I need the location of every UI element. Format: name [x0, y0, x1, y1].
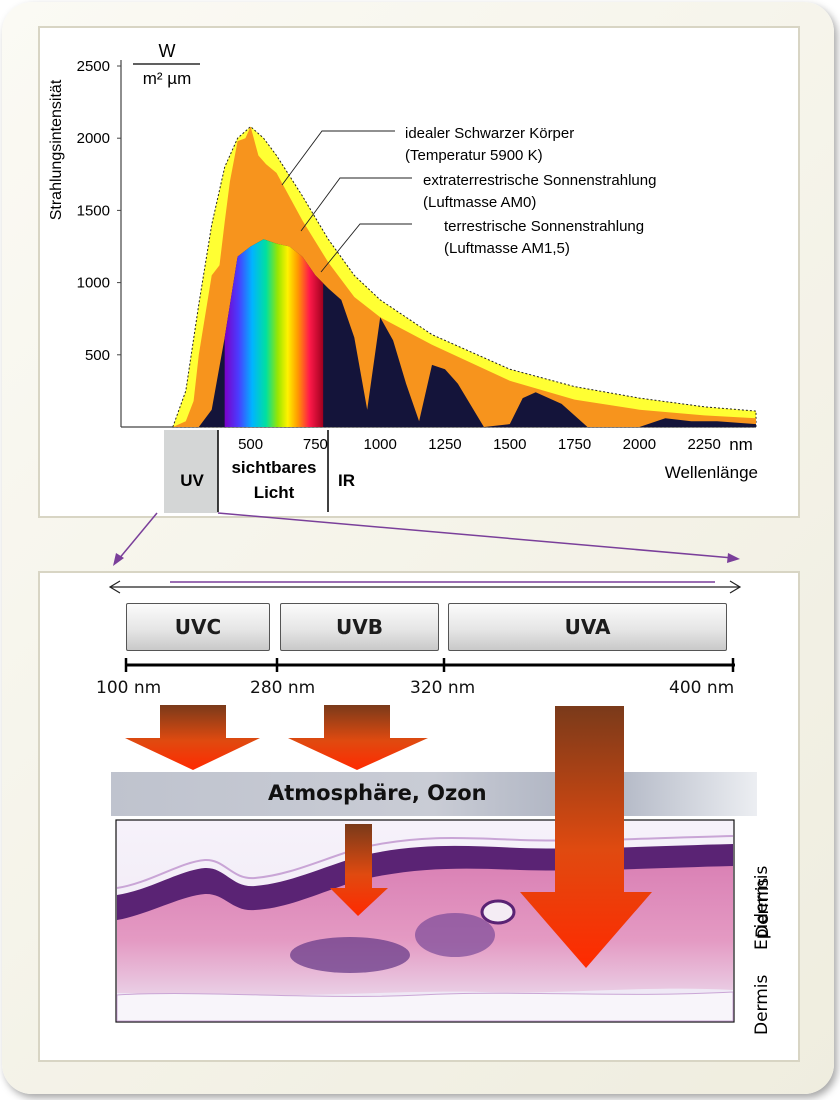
connector-left-arrowhead: [113, 553, 124, 566]
x-unit-label: nm: [729, 435, 753, 454]
y-tick-labels: 2500 2000 1500 1000 500: [77, 58, 121, 364]
uva-label: UVA: [564, 615, 611, 639]
y-tick-label: 2000: [77, 130, 110, 147]
uv-range-right-head: [729, 580, 742, 594]
zoom-connectors: [113, 512, 740, 566]
follicle: [480, 899, 516, 925]
band-label-visible-2: Licht: [254, 483, 295, 502]
x-tick-label: 500: [238, 436, 263, 453]
uva-box: UVA: [448, 603, 727, 651]
x-tick-label: 1750: [558, 436, 591, 453]
uv-scale-label-100: 100 nm: [96, 678, 162, 698]
x-tick-label: 2000: [623, 436, 656, 453]
leader-blackbody: [281, 130, 395, 186]
uv-range-left-head: [108, 580, 121, 594]
skin-label-epidermis: Epidermis: [752, 865, 772, 950]
uv-scale: [124, 658, 735, 672]
y-tick-label: 500: [85, 347, 110, 364]
annotation-am0-line2: (Luftmasse AM0): [423, 194, 536, 211]
x-tick-label: 1000: [363, 436, 396, 453]
am15-area: [198, 239, 756, 427]
uvb-box: UVB: [280, 603, 439, 651]
unit-denominator: m² µm: [143, 69, 192, 88]
uv-scale-label-400: 400 nm: [669, 678, 735, 698]
uv-scale-label-320: 320 nm: [410, 678, 476, 698]
connector-right: [217, 512, 734, 559]
annotation-blackbody-line2: (Temperatur 5900 K): [405, 147, 543, 164]
leader-am0: [300, 177, 412, 232]
skin-label-dermis: Dermis: [752, 974, 772, 1035]
y-tick-label: 2500: [77, 58, 110, 75]
atmosphere-label: Atmosphäre, Ozon: [268, 781, 487, 805]
x-tick-label: 750: [303, 436, 328, 453]
x-tick-label: 1500: [493, 436, 526, 453]
band-label-visible-1: sichtbares: [231, 458, 316, 477]
visible-spectrum-band: [224, 239, 324, 427]
annotation-am15-line1: terrestrische Sonnenstrahlung: [444, 218, 644, 235]
uvb-arrow-skin: [330, 824, 388, 916]
uv-band-marker: [164, 430, 218, 513]
x-tick-label: 2250: [687, 436, 720, 453]
connector-left: [117, 512, 158, 561]
atmosphere-bar: [111, 772, 757, 816]
annotation-blackbody-line1: idealer Schwarzer Körper: [405, 125, 574, 142]
uvc-label: UVC: [174, 615, 222, 639]
gland: [415, 913, 495, 957]
uvb-label: UVB: [336, 615, 383, 639]
leader-am15: [320, 223, 412, 273]
band-label-ir: IR: [338, 471, 355, 490]
annotation-am0-line1: extraterrestrische Sonnenstrahlung: [423, 172, 656, 189]
fat-cells: [116, 991, 734, 1022]
connector-right-arrowhead: [727, 553, 740, 563]
unit-numerator: W: [159, 41, 176, 61]
solar-spectrum-chart: W m² µm Strahlungsintensität 2500 2000 150…: [48, 41, 758, 513]
x-axis-label: Wellenlänge: [665, 463, 758, 482]
y-tick-label: 1000: [77, 275, 110, 292]
band-label-uv: UV: [180, 471, 204, 490]
uvc-arrow: [125, 705, 260, 770]
follicle-cluster: [290, 937, 410, 973]
uva-arrow: [520, 706, 652, 968]
uv-scale-label-280: 280 nm: [250, 678, 316, 698]
uvc-box: UVC: [126, 603, 270, 651]
x-tick-label: 1250: [428, 436, 461, 453]
annotation-am15-line2: (Luftmasse AM1,5): [444, 240, 570, 257]
y-axis-label: Strahlungsintensität: [48, 79, 65, 220]
y-tick-label: 1500: [77, 202, 110, 219]
uvb-arrow-upper: [288, 705, 428, 770]
uv-range-arrow: [108, 580, 742, 594]
